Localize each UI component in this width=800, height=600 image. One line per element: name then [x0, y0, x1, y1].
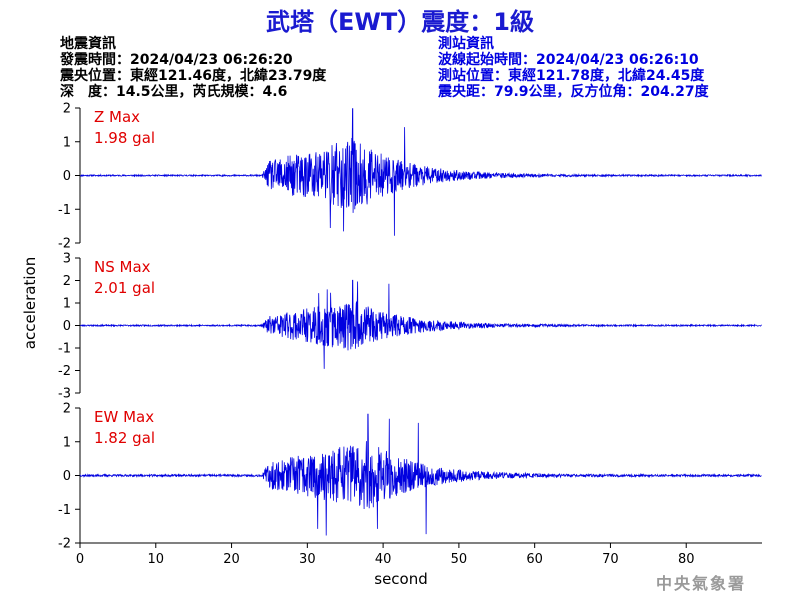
z-max-value: 1.98 gal	[94, 129, 156, 147]
y-tick-label-z: 0	[63, 169, 71, 184]
y-tick-label-ns: 3	[63, 252, 71, 267]
y-tick-label-z: -2	[58, 237, 71, 252]
ns-max-label: NS Max 2.01 gal	[94, 257, 155, 299]
quake-info-block: 地震資訊 發震時間：2024/04/23 06:26:20 震央位置：東經121…	[60, 36, 326, 100]
y-tick-label-ns: -2	[58, 364, 71, 379]
station-info-block: 測站資訊 波線起始時間：2024/04/23 06:26:10 測站位置：東經1…	[438, 36, 709, 100]
ew-max-label: EW Max 1.82 gal	[94, 407, 155, 449]
x-tick-label: 40	[375, 552, 392, 567]
x-tick-label: 80	[678, 552, 695, 567]
ns-max-value: 2.01 gal	[94, 279, 156, 297]
y-tick-label-z: 1	[63, 135, 71, 150]
chart-title: 武塔（EWT）震度：1級	[266, 8, 534, 36]
y-tick-label-ns: -1	[58, 342, 71, 357]
x-tick-label: 30	[299, 552, 316, 567]
y-tick-label-z: 2	[63, 102, 71, 117]
station-location: 測站位置：東經121.78度，北緯24.45度	[438, 68, 705, 84]
ns-max-title: NS Max	[94, 258, 151, 276]
quake-depth-magnitude: 深 度：14.5公里，芮氏規模：4.6	[60, 84, 288, 100]
y-tick-label-ns: 0	[63, 319, 71, 334]
wave-start-time: 波線起始時間：2024/04/23 06:26:10	[438, 52, 699, 68]
y-tick-label-ew: 2	[63, 402, 71, 417]
y-tick-label-ew: 1	[63, 435, 71, 450]
y-tick-label-ns: 1	[63, 297, 71, 312]
z-max-label: Z Max 1.98 gal	[94, 107, 155, 149]
x-axis-label: second	[374, 570, 428, 588]
x-tick-label: 70	[602, 552, 619, 567]
waveform-ns	[79, 279, 762, 369]
ew-max-value: 1.82 gal	[94, 429, 156, 447]
x-tick-label: 10	[148, 552, 165, 567]
x-tick-label: 0	[76, 552, 84, 567]
y-axis-label: acceleration	[21, 256, 39, 350]
x-tick-label: 50	[451, 552, 468, 567]
z-max-title: Z Max	[94, 108, 141, 126]
y-tick-label-ew: 0	[63, 469, 71, 484]
y-tick-label-ew: -1	[58, 503, 71, 518]
y-tick-label-ns: 2	[63, 274, 71, 289]
x-tick-label: 20	[223, 552, 240, 567]
y-tick-label-z: -1	[58, 203, 71, 218]
y-tick-label-ns: -3	[58, 387, 71, 402]
quake-time: 發震時間：2024/04/23 06:26:20	[60, 52, 293, 68]
y-tick-label-ew: -2	[58, 537, 71, 552]
epicentral-distance: 震央距：79.9公里，反方位角：204.27度	[438, 84, 709, 100]
quake-epicenter: 震央位置：東經121.46度，北緯23.79度	[60, 68, 327, 84]
station-info-heading: 測站資訊	[438, 36, 494, 52]
waveform-ew	[79, 413, 762, 536]
x-tick-label: 60	[526, 552, 543, 567]
quake-info-heading: 地震資訊	[60, 36, 116, 52]
agency-watermark: 中央氣象署	[656, 574, 747, 593]
ew-max-title: EW Max	[94, 408, 155, 426]
waveform-z	[79, 108, 762, 236]
